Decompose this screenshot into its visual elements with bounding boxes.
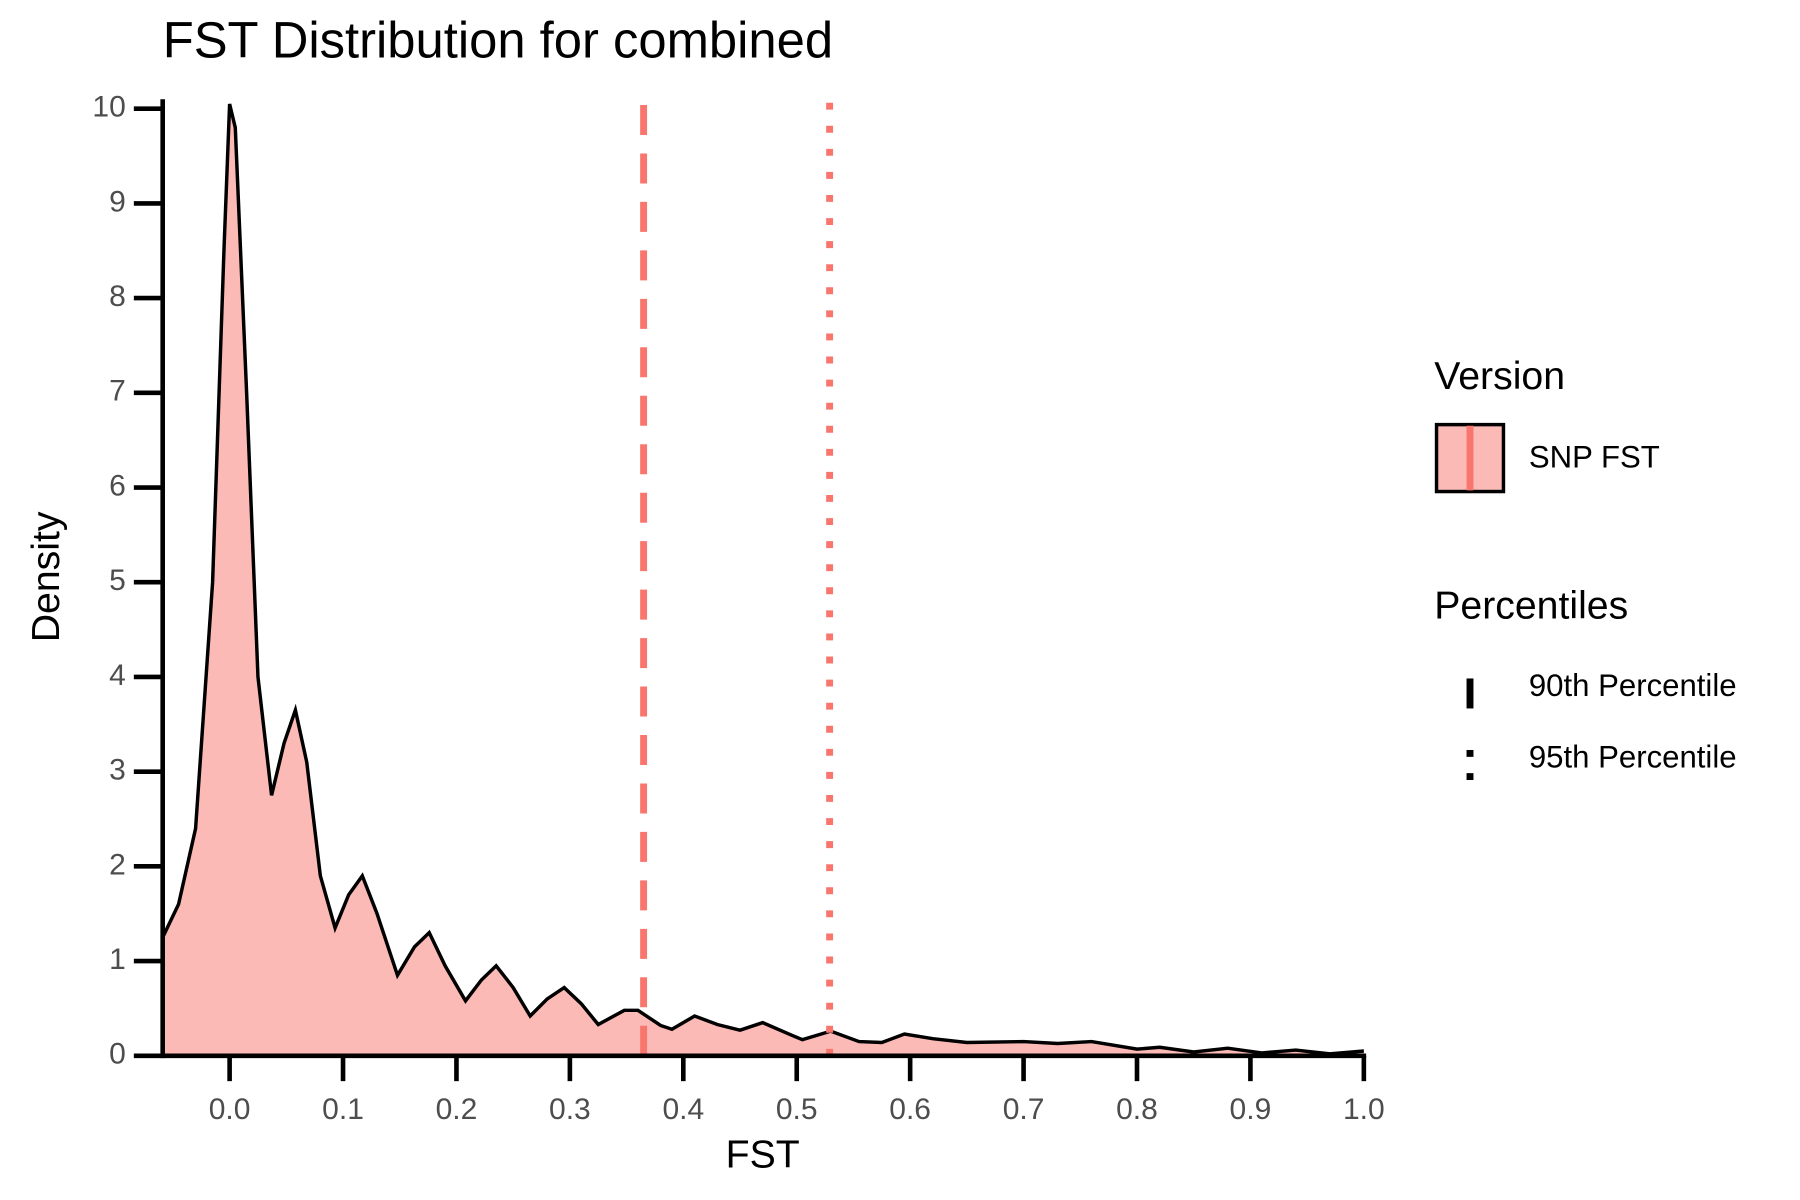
x-tick-label: 0.8 — [1116, 1093, 1158, 1126]
legend-title: Percentiles — [1434, 583, 1628, 627]
y-tick-label: 9 — [109, 185, 126, 218]
x-tick-label: 0.3 — [549, 1093, 591, 1126]
y-tick-label: 2 — [109, 848, 126, 881]
legend-title: Version — [1434, 354, 1565, 398]
x-tick-label: 0.2 — [436, 1093, 478, 1126]
x-tick-label: 0.4 — [662, 1093, 704, 1126]
x-tick-label: 0.9 — [1230, 1093, 1272, 1126]
legend-label: 95th Percentile — [1529, 739, 1737, 774]
y-tick-label: 10 — [92, 91, 125, 124]
x-tick-label: 0.5 — [776, 1093, 818, 1126]
x-axis-title: FST — [726, 1133, 800, 1177]
y-tick-label: 4 — [109, 659, 126, 692]
y-tick-label: 8 — [109, 280, 126, 313]
y-tick-label: 3 — [109, 754, 126, 787]
legend-label: 90th Percentile — [1529, 668, 1737, 703]
x-tick-label: 0.0 — [209, 1093, 251, 1126]
density-area — [162, 103, 1364, 1056]
y-tick-label: 6 — [109, 469, 126, 502]
x-tick-label: 0.1 — [322, 1093, 364, 1126]
y-tick-label: 1 — [109, 943, 126, 976]
density-line — [161, 103, 1364, 1056]
y-tick-label: 5 — [109, 564, 126, 597]
y-axis-title: Density — [24, 511, 68, 642]
chart-title: FST Distribution for combined — [163, 11, 833, 68]
x-tick-label: 1.0 — [1343, 1093, 1385, 1126]
x-tick-label: 0.7 — [1003, 1093, 1045, 1126]
y-tick-label: 0 — [109, 1038, 126, 1071]
legend-label: SNP FST — [1529, 439, 1660, 474]
y-tick-label: 7 — [109, 375, 126, 408]
x-tick-label: 0.6 — [889, 1093, 931, 1126]
